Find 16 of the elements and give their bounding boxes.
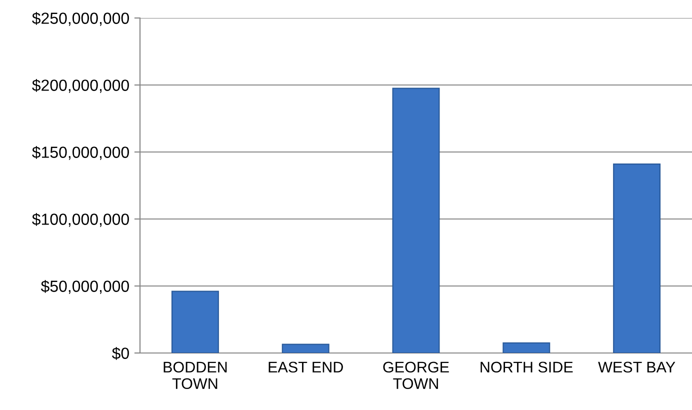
x-tick-label: WEST BAY: [598, 362, 676, 373]
y-tick-label: $200,000,000: [32, 78, 129, 93]
y-tick-label: $150,000,000: [32, 146, 129, 160]
y-tick-label: $100,000,000: [32, 212, 129, 227]
bar: [613, 164, 661, 353]
bar: [392, 88, 440, 353]
y-tick-label: $250,000,000: [32, 12, 129, 26]
y-tick-label: $50,000,000: [40, 280, 129, 294]
bar: [502, 342, 550, 353]
bar: [171, 290, 219, 353]
x-tick-label: NORTH SIDE: [480, 362, 573, 373]
x-tick-label: GEORGE TOWN: [383, 362, 449, 390]
x-tick-label: BODDEN TOWN: [164, 362, 227, 390]
x-tick-label: EAST END: [268, 362, 343, 373]
bar: [282, 344, 330, 353]
y-tick-label: $0: [112, 346, 129, 360]
